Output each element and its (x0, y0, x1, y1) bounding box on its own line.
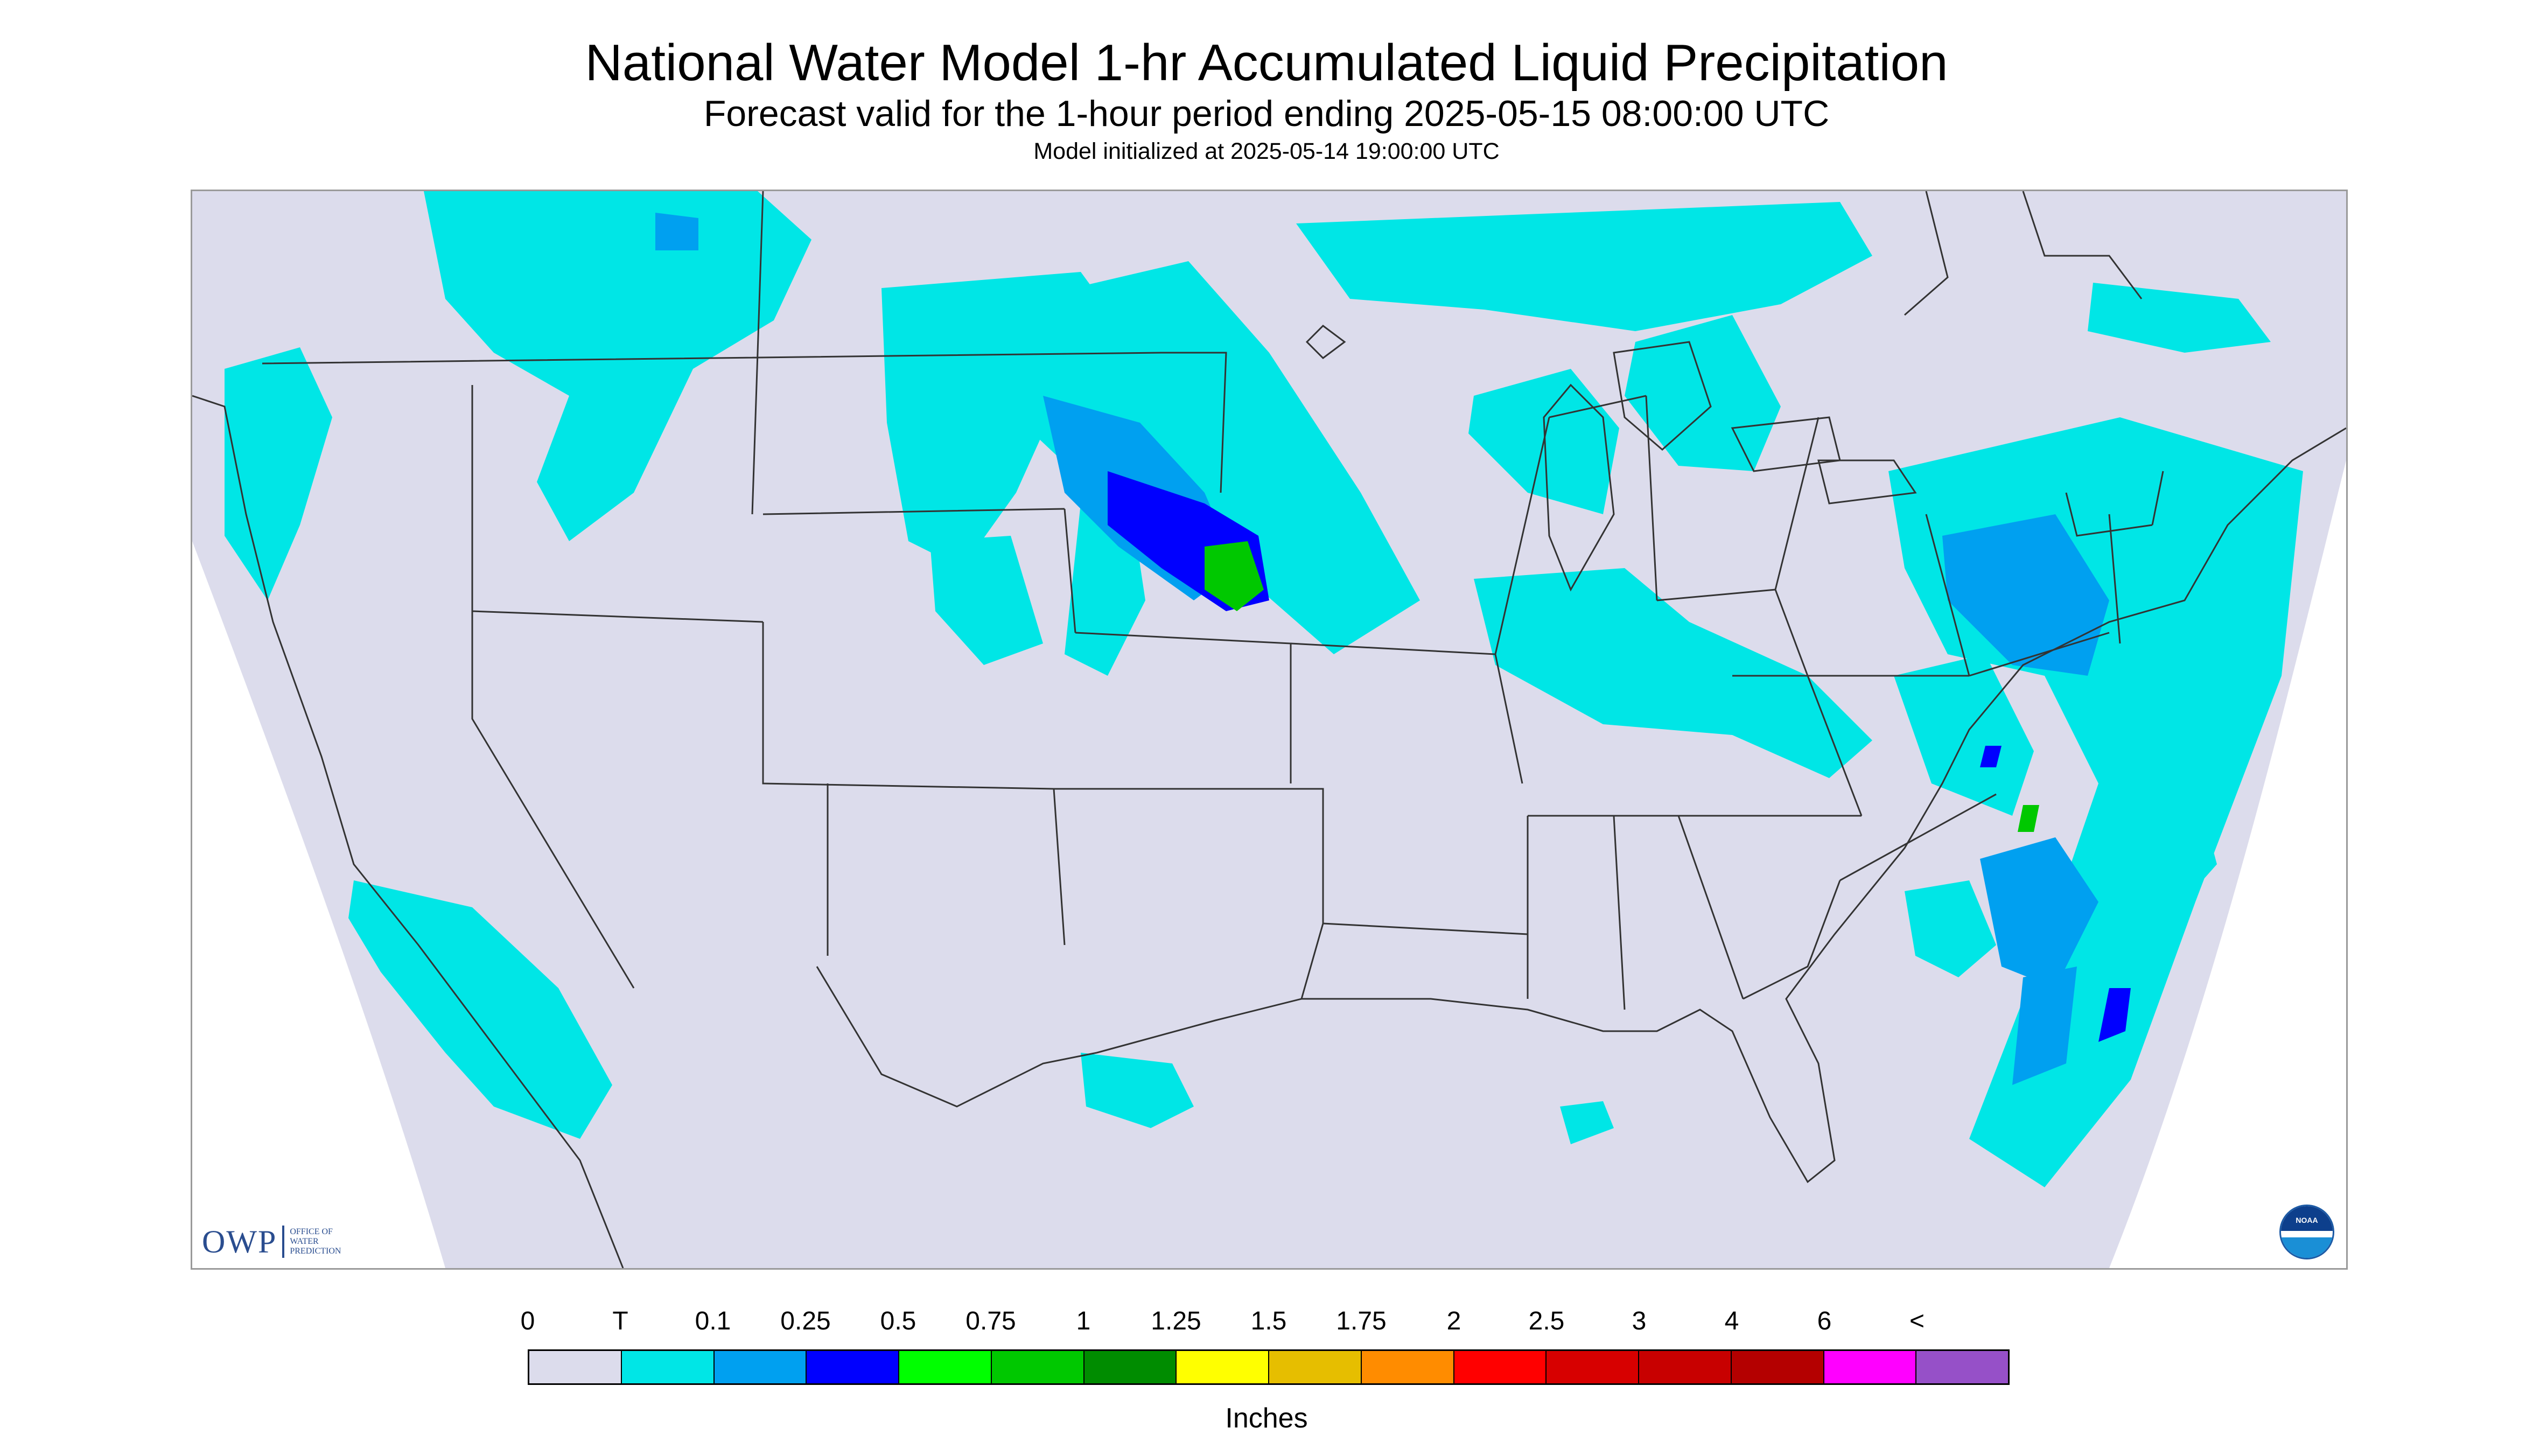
legend-swatch (807, 1351, 899, 1383)
noaa-logo-sky (2281, 1206, 2333, 1231)
legend-tick-label: 1.5 (1250, 1307, 1287, 1335)
legend-swatch (1639, 1351, 1732, 1383)
owp-text-line: OFFICE OF (290, 1227, 333, 1236)
precipitation-layer (225, 191, 2303, 1187)
legend-swatch (991, 1351, 1084, 1383)
legend-tick-label: < (1909, 1307, 1925, 1335)
owp-text-line: WATER (290, 1237, 319, 1246)
noaa-logo-water (2281, 1237, 2333, 1258)
legend-swatch (899, 1351, 992, 1383)
map-title: National Water Model 1-hr Accumulated Li… (585, 34, 1948, 92)
legend-tick-label: 1 (1076, 1307, 1091, 1335)
noaa-logo-label: NOAA (2296, 1216, 2318, 1224)
precipitation-legend: 0 T 0.1 0.25 0.5 0.75 1 1.25 1.5 1.75 2 2.5 3 4 6 < (521, 1306, 2010, 1414)
owp-mark: OWP (202, 1223, 277, 1259)
legend-tick-label: 0.5 (880, 1307, 916, 1335)
legend-swatch (1731, 1351, 1824, 1383)
legend-swatch (529, 1351, 622, 1383)
legend-tick-label: 1.75 (1336, 1307, 1387, 1335)
legend-tick-labels: 0 T 0.1 0.25 0.5 0.75 1 1.25 1.5 1.75 2 2.5 3 4 6 < (521, 1306, 2010, 1339)
legend-tick-label: 2 (1446, 1307, 1461, 1335)
legend-tick-label: 0.1 (695, 1307, 731, 1335)
precip-0.75-areas (1205, 541, 2039, 832)
legend-swatch (1084, 1351, 1177, 1383)
legend-tick-label: 3 (1632, 1307, 1647, 1335)
legend-tick-label: 4 (1724, 1307, 1739, 1335)
legend-swatch (1269, 1351, 1362, 1383)
legend-swatch (714, 1351, 807, 1383)
legend-swatch (1916, 1351, 2008, 1383)
legend-tick-label: 6 (1817, 1307, 1832, 1335)
state-borders (262, 191, 2164, 1010)
owp-logo: OWP OFFICE OF WATER PREDICTION (202, 1223, 354, 1261)
legend-swatch (1454, 1351, 1547, 1383)
legend-tick-label: T (612, 1307, 628, 1335)
legend-color-bar (528, 1349, 2010, 1385)
legend-tick-label: 0.25 (780, 1307, 831, 1335)
precipitation-map[interactable]: OWP OFFICE OF WATER PREDICTION NOAA (191, 190, 2348, 1270)
owp-text-line: PREDICTION (290, 1247, 341, 1256)
legend-tick-label: 2.5 (1528, 1307, 1565, 1335)
legend-swatch (1177, 1351, 1269, 1383)
legend-tick-label: 1.25 (1151, 1307, 1201, 1335)
legend-tick-label: 0.75 (965, 1307, 1016, 1335)
map-subtitle: Forecast valid for the 1-hour period end… (703, 93, 1830, 134)
legend-tick-label: 0 (520, 1307, 535, 1335)
legend-swatch (1547, 1351, 1639, 1383)
map-canvas (192, 191, 2346, 1268)
noaa-logo: NOAA (2279, 1205, 2334, 1259)
owp-text: OFFICE OF WATER PREDICTION (290, 1227, 354, 1256)
legend-units: Inches (1225, 1403, 1308, 1434)
precip-trace-areas (225, 191, 2303, 1187)
coastlines (192, 191, 2346, 1268)
owp-divider (282, 1226, 285, 1258)
model-init-time: Model initialized at 2025-05-14 19:00:00… (1033, 138, 1500, 164)
legend-swatch (1824, 1351, 1917, 1383)
legend-swatch (621, 1351, 715, 1383)
legend-swatch (1361, 1351, 1454, 1383)
